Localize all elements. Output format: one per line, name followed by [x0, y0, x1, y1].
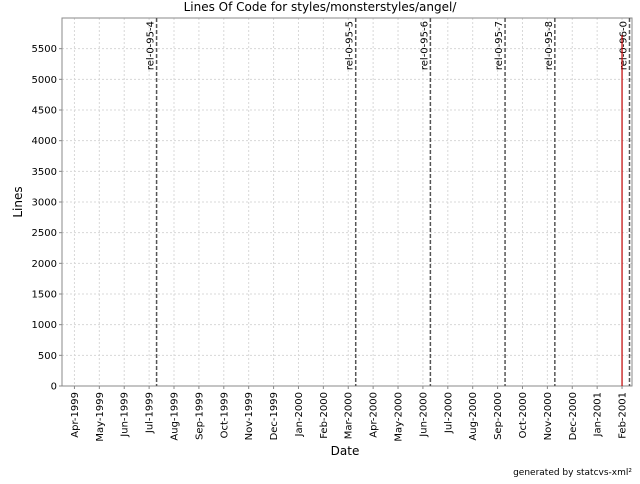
x-tick-label: Aug-2000 — [468, 392, 479, 441]
y-tick-label: 5500 — [32, 44, 57, 55]
x-tick-label: Jan-2001 — [593, 392, 604, 437]
release-label: rel-0-95-5 — [345, 21, 356, 70]
x-tick-label: Aug-1999 — [170, 392, 181, 441]
x-tick-label: May-2000 — [394, 392, 405, 442]
y-tick-label: 2000 — [32, 259, 57, 270]
x-tick-label: Jan-2000 — [294, 392, 305, 437]
y-tick-label: 3000 — [32, 198, 57, 209]
x-tick-label: Oct-1999 — [219, 392, 230, 438]
y-tick-label: 4000 — [32, 136, 57, 147]
x-tick-label: Apr-1999 — [70, 392, 81, 438]
y-tick-label: 3500 — [32, 167, 57, 178]
y-tick-label: 5000 — [32, 75, 57, 86]
x-tick-label: May-1999 — [95, 392, 106, 442]
release-label: rel-0-95-8 — [544, 21, 555, 70]
x-tick-label: Jun-1999 — [120, 392, 131, 438]
x-tick-label: Jun-2000 — [418, 392, 429, 438]
y-tick-label: 1000 — [32, 320, 57, 331]
release-label: rel-0-95-4 — [146, 21, 157, 70]
x-tick-label: Apr-2000 — [369, 392, 380, 438]
x-tick-label: Dec-2000 — [568, 392, 579, 440]
y-tick-label: 0 — [51, 382, 57, 393]
release-label: rel-0-95-6 — [419, 21, 430, 70]
x-tick-label: Oct-2000 — [518, 392, 529, 438]
release-label: rel-0-96-0 — [619, 21, 630, 70]
chart-title: Lines Of Code for styles/monsterstyles/a… — [184, 0, 458, 14]
x-tick-label: Mar-2000 — [344, 392, 355, 439]
x-tick-label: Sep-2000 — [493, 392, 504, 440]
x-tick-label: Nov-2000 — [543, 392, 554, 440]
x-tick-label: Sep-1999 — [194, 392, 205, 440]
y-tick-label: 500 — [38, 351, 57, 362]
x-tick-label: Dec-1999 — [269, 392, 280, 440]
x-tick-label: Feb-2000 — [319, 392, 330, 439]
x-axis-label: Date — [331, 444, 360, 458]
y-tick-label: 4500 — [32, 106, 57, 117]
x-tick-label: Feb-2001 — [618, 392, 629, 439]
x-tick-label: Jul-2000 — [443, 392, 454, 434]
x-tick-label: Nov-1999 — [244, 392, 255, 440]
footer: generated by statcvs-xml² — [513, 468, 632, 478]
x-tick-label: Jul-1999 — [145, 392, 156, 434]
y-tick-label: 2500 — [32, 228, 57, 239]
y-tick-label: 1500 — [32, 290, 57, 301]
y-axis-label: Lines — [11, 186, 25, 217]
release-label: rel-0-95-7 — [494, 21, 505, 70]
plot-frame — [61, 17, 633, 387]
